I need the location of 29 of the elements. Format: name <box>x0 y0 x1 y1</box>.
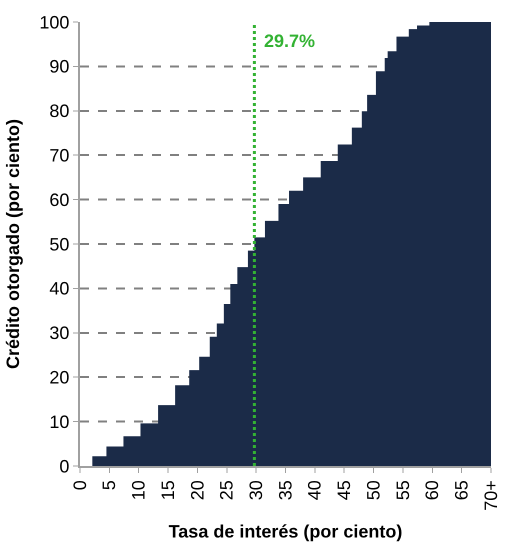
y-tick-label: 40 <box>49 278 70 299</box>
x-tick-label: 30 <box>246 480 266 500</box>
y-tick-label: 0 <box>59 456 70 476</box>
x-tick-label: 60 <box>422 480 442 500</box>
y-tick-label: 60 <box>49 190 70 210</box>
x-tick-label: 25 <box>216 480 237 500</box>
y-tick-label: 30 <box>49 323 70 344</box>
y-tick-label: 10 <box>49 412 70 432</box>
x-axis-title: Tasa de interés (por ciento) <box>168 521 402 542</box>
x-tick-label: 40 <box>304 480 325 500</box>
x-tick-label: 20 <box>187 480 208 500</box>
x-tick-label: 5 <box>99 480 120 490</box>
x-tick-label: 45 <box>334 480 354 500</box>
x-tick-label: 50 <box>363 480 384 500</box>
y-tick-label: 50 <box>49 234 70 254</box>
x-tick-label: 10 <box>128 480 149 500</box>
y-tick-label: 70 <box>49 146 70 166</box>
y-axis-title: Crédito otorgado (por ciento) <box>3 119 24 369</box>
x-tick-label: 65 <box>451 480 472 500</box>
x-tick-label: 15 <box>158 480 178 500</box>
y-tick-label: 90 <box>49 56 70 77</box>
y-tick-label: 100 <box>39 12 70 32</box>
x-tick-label: 35 <box>275 480 296 500</box>
y-tick-label: 20 <box>49 368 70 388</box>
x-tick-label: 0 <box>70 480 90 490</box>
x-tick-label: 70+ <box>480 480 501 511</box>
x-tick-label: 55 <box>392 480 413 500</box>
ref-line-label: 29.7% <box>264 31 316 51</box>
y-tick-label: 80 <box>49 101 70 122</box>
